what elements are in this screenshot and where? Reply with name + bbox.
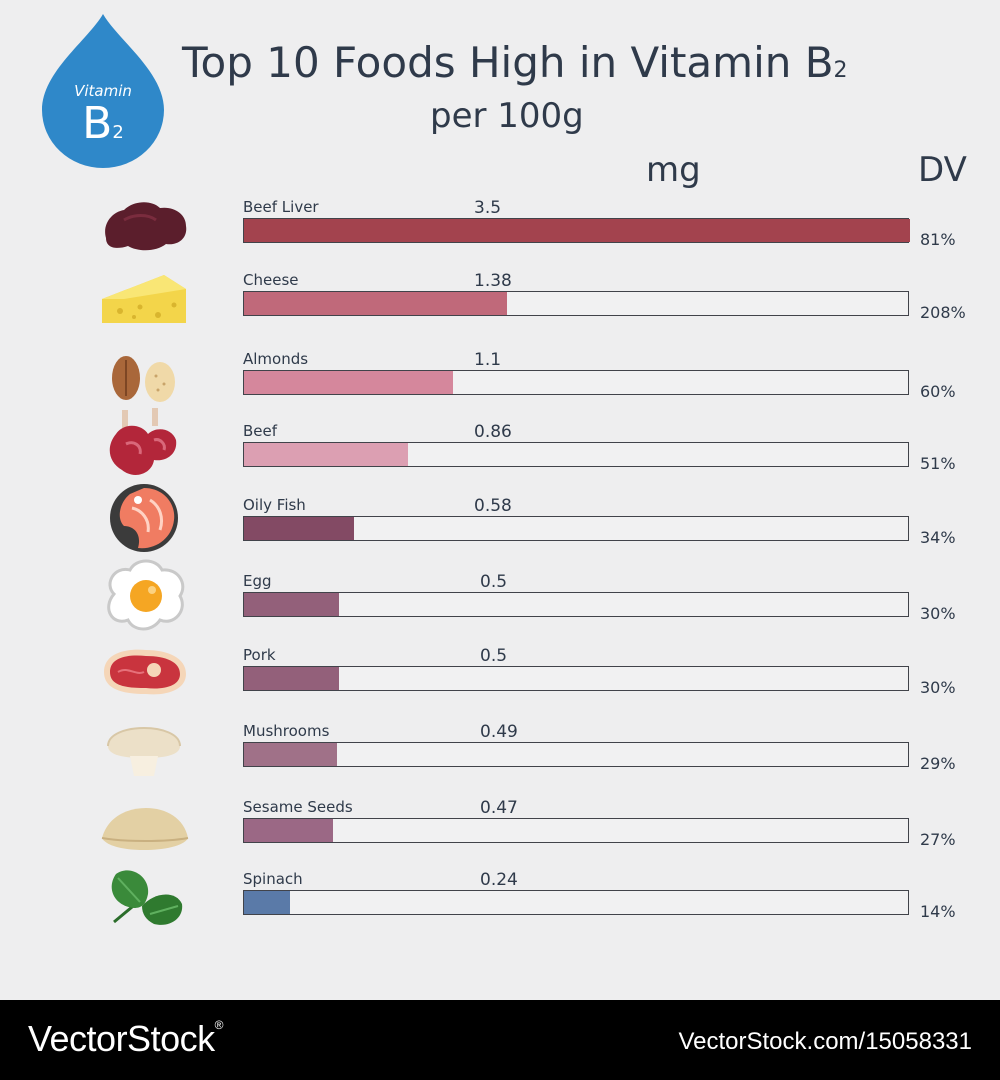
- badge-letter: B2: [38, 98, 168, 149]
- page-title-sub: 2: [833, 58, 848, 83]
- food-label: Pork: [243, 646, 276, 664]
- dv-percent-label: 34%: [920, 528, 956, 547]
- bar-row: Spinach 0.24 14%: [0, 870, 1000, 932]
- oily-fish-icon: [94, 478, 194, 562]
- mg-value-label: 0.58: [474, 496, 512, 516]
- beef-liver-icon: [94, 180, 194, 264]
- bar-fill: [244, 743, 337, 766]
- bar-fill: [244, 593, 339, 616]
- cheese-icon: [94, 253, 194, 337]
- mg-value-label: 0.47: [480, 798, 518, 818]
- dv-percent-label: 30%: [920, 678, 956, 697]
- bar-row: Cheese 1.38 208%: [0, 271, 1000, 333]
- mg-value-label: 1.1: [474, 350, 502, 370]
- bar-fill: [244, 292, 507, 315]
- bar-row: Sesame Seeds 0.47 27%: [0, 798, 1000, 860]
- badge-letter-main: B: [82, 98, 113, 149]
- bar-track: [243, 218, 910, 243]
- egg-icon: [94, 554, 194, 638]
- food-label: Cheese: [243, 271, 299, 289]
- mushroom-icon: [94, 704, 194, 788]
- mg-value-label: 0.5: [480, 572, 508, 592]
- bar-track: [243, 370, 909, 395]
- footer-url: VectorStock.com/15058331: [678, 1028, 972, 1055]
- dv-percent-label: 60%: [920, 382, 956, 401]
- bar-row: Beef Liver 3.5 81%: [0, 198, 1000, 260]
- bar-row: Oily Fish 0.58 34%: [0, 484, 1000, 558]
- food-label: Beef: [243, 422, 278, 440]
- bar-chart: Beef Liver 3.5 81% Cheese 1.38 208% Almonds 1.1…: [0, 198, 1000, 932]
- bar-track: [243, 516, 909, 541]
- mg-value-label: 0.24: [480, 870, 518, 890]
- food-label: Mushrooms: [243, 722, 330, 740]
- bar-row: Beef 0.86 51%: [0, 408, 1000, 484]
- bar-track: [243, 291, 909, 316]
- bar-track: [243, 818, 909, 843]
- food-label: Beef Liver: [243, 198, 319, 216]
- dv-percent-label: 14%: [920, 902, 956, 921]
- bar-track: [243, 890, 909, 915]
- bar-track: [243, 442, 909, 467]
- unit-mg-header: mg: [646, 150, 701, 190]
- dv-percent-label: 208%: [920, 303, 966, 322]
- drop-icon: [42, 14, 164, 168]
- pork-icon: [94, 628, 194, 712]
- page-subtitle: per 100g: [430, 96, 584, 136]
- almonds-icon: [94, 332, 194, 416]
- spinach-icon: [94, 852, 194, 936]
- bar-row: Pork 0.5 30%: [0, 646, 1000, 708]
- sesame-seeds-icon: [94, 780, 194, 864]
- unit-dv-header: DV: [918, 150, 967, 190]
- mg-value-label: 0.5: [480, 646, 508, 666]
- footer-registered-mark: ®: [214, 1018, 224, 1032]
- bar-fill: [244, 819, 333, 842]
- bar-fill: [244, 371, 453, 394]
- bar-fill: [244, 219, 910, 242]
- bar-track: [243, 742, 909, 767]
- bar-fill: [244, 517, 354, 540]
- bar-row: Mushrooms 0.49 29%: [0, 722, 1000, 784]
- beef-icon: [94, 404, 194, 488]
- footer-bar: VectorStock® VectorStock.com/15058331: [0, 1000, 1000, 1080]
- bar-fill: [244, 443, 408, 466]
- footer-brand-text: VectorStock: [28, 1018, 215, 1059]
- page-title-main: Top 10 Foods High in Vitamin B: [182, 38, 834, 87]
- page-title: Top 10 Foods High in Vitamin B2: [182, 38, 848, 87]
- dv-percent-label: 51%: [920, 454, 956, 473]
- badge-title: Vitamin: [74, 82, 132, 100]
- bar-fill: [244, 891, 290, 914]
- food-label: Egg: [243, 572, 272, 590]
- bar-track: [243, 592, 909, 617]
- food-label: Almonds: [243, 350, 309, 368]
- badge-letter-sub: 2: [112, 122, 124, 143]
- dv-percent-label: 29%: [920, 754, 956, 773]
- bar-row: Almonds 1.1 60%: [0, 350, 1000, 412]
- dv-percent-label: 30%: [920, 604, 956, 623]
- food-label: Sesame Seeds: [243, 798, 353, 816]
- mg-value-label: 3.5: [474, 198, 502, 218]
- dv-percent-label: 27%: [920, 830, 956, 849]
- mg-value-label: 1.38: [474, 271, 512, 291]
- footer-brand: VectorStock®: [28, 1018, 223, 1060]
- bar-row: Egg 0.5 30%: [0, 559, 1000, 634]
- mg-value-label: 0.49: [480, 722, 518, 742]
- bar-fill: [244, 667, 339, 690]
- mg-value-label: 0.86: [474, 422, 512, 442]
- food-label: Spinach: [243, 870, 303, 888]
- bar-track: [243, 666, 909, 691]
- vitamin-b2-badge: Vitamin B2: [38, 10, 168, 170]
- dv-percent-label: 81%: [920, 230, 956, 249]
- food-label: Oily Fish: [243, 496, 306, 514]
